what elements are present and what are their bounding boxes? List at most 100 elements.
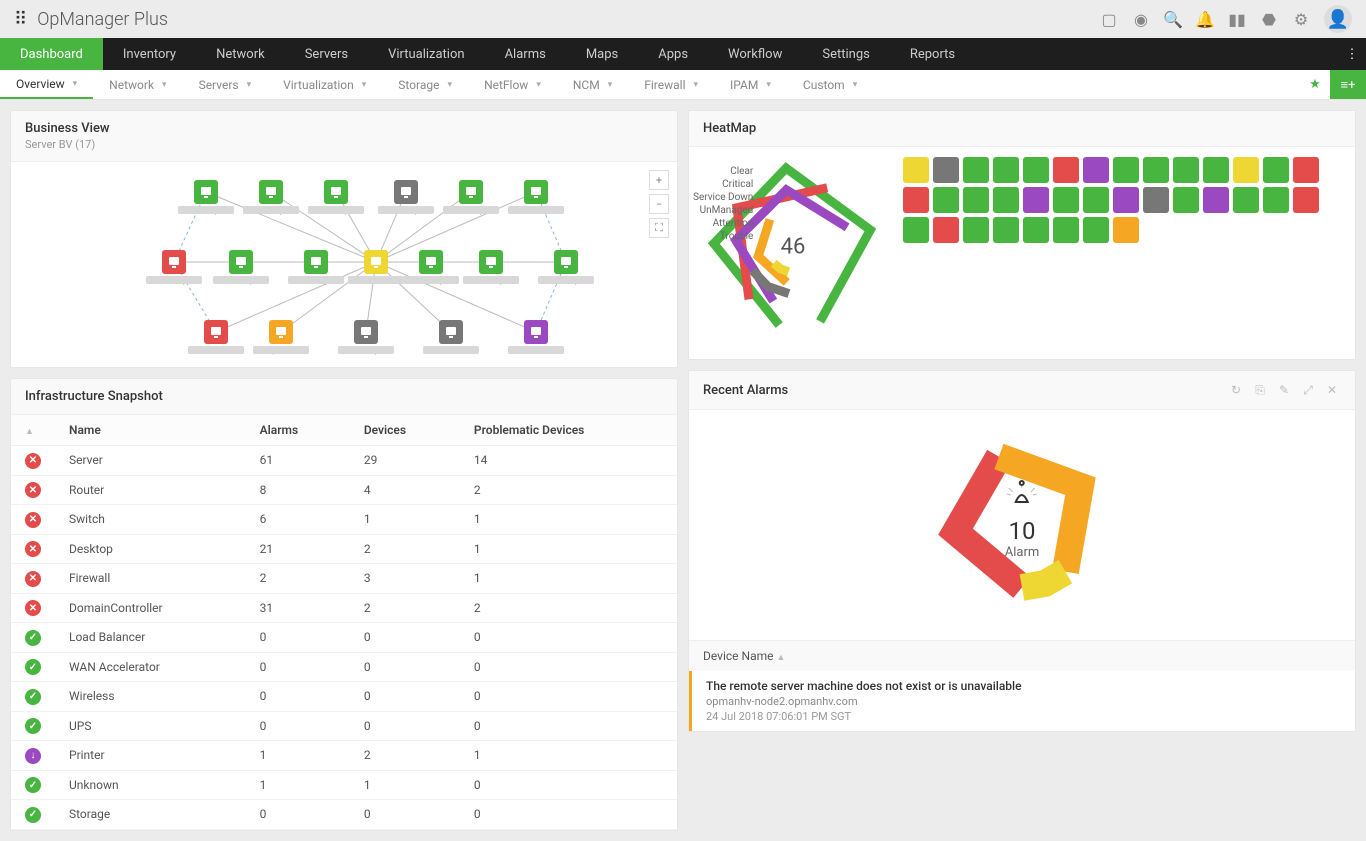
heatmap-cell[interactable]: [1203, 157, 1229, 183]
heatmap-cell[interactable]: [1083, 157, 1109, 183]
nav-tab-reports[interactable]: Reports: [890, 38, 975, 70]
heatmap-cell[interactable]: [903, 187, 929, 213]
nav-tab-alarms[interactable]: Alarms: [485, 38, 566, 70]
close-icon[interactable]: ✕: [1323, 381, 1341, 399]
heatmap-donut[interactable]: ClearCriticalService DownUnManagedAttent…: [703, 157, 883, 337]
alarm-item[interactable]: The remote server machine does not exist…: [689, 671, 1355, 731]
topology-node[interactable]: mickey: [304, 250, 328, 274]
heatmap-cell[interactable]: [1173, 187, 1199, 213]
subnav-firewall[interactable]: Firewall ▾: [628, 70, 714, 99]
topology-node[interactable]: mickey: [194, 180, 218, 204]
infra-col-header[interactable]: Devices: [350, 415, 460, 446]
heatmap-cell[interactable]: [1023, 187, 1049, 213]
gear-icon[interactable]: ⚙: [1292, 10, 1310, 28]
heatmap-cell[interactable]: [1233, 187, 1259, 213]
table-row[interactable]: ✕Firewall231: [11, 564, 677, 594]
subnav-netflow[interactable]: NetFlow ▾: [468, 70, 557, 99]
nav-tab-apps[interactable]: Apps: [638, 38, 708, 70]
heatmap-cell[interactable]: [1263, 187, 1289, 213]
subnav-overview[interactable]: Overview ▾: [0, 70, 93, 99]
heatmap-cell[interactable]: [903, 157, 929, 183]
nav-tab-dashboard[interactable]: Dashboard: [0, 38, 103, 70]
heatmap-cell[interactable]: [1203, 187, 1229, 213]
infra-col-header[interactable]: Alarms: [246, 415, 350, 446]
nav-tab-workflow[interactable]: Workflow: [708, 38, 802, 70]
nav-tab-servers[interactable]: Servers: [285, 38, 368, 70]
present-icon[interactable]: ▢: [1100, 10, 1118, 28]
topology-node[interactable]: opmser: [269, 320, 293, 344]
heatmap-cell[interactable]: [1173, 157, 1199, 183]
heatmap-cell[interactable]: [993, 217, 1019, 243]
app-grid-icon[interactable]: ⠿: [14, 9, 27, 30]
heatmap-cell[interactable]: [963, 157, 989, 183]
nav-tab-settings[interactable]: Settings: [802, 38, 889, 70]
table-row[interactable]: ✓Wireless000: [11, 682, 677, 712]
table-row[interactable]: ✓Storage000: [11, 800, 677, 830]
topology-node[interactable]: mickey: [554, 250, 578, 274]
heatmap-cell[interactable]: [1293, 157, 1319, 183]
subnav-custom[interactable]: Custom ▾: [787, 70, 873, 99]
heatmap-cell[interactable]: [1113, 157, 1139, 183]
heatmap-cell[interactable]: [963, 187, 989, 213]
plugin-icon[interactable]: ⬣: [1260, 10, 1278, 28]
subnav-network[interactable]: Network ▾: [93, 70, 182, 99]
nav-more-icon[interactable]: ⋮: [1338, 38, 1366, 70]
heatmap-cell[interactable]: [1083, 187, 1109, 213]
table-row[interactable]: ✕Router842: [11, 475, 677, 505]
topology-node[interactable]: mickey: [459, 180, 483, 204]
heatmap-cell[interactable]: [963, 217, 989, 243]
heatmap-cell[interactable]: [1053, 187, 1079, 213]
subnav-ipam[interactable]: IPAM ▾: [714, 70, 787, 99]
table-row[interactable]: ✓Load Balancer000: [11, 623, 677, 653]
bell-icon[interactable]: 🔔: [1196, 10, 1214, 28]
topology-canvas[interactable]: mickey mickey mickey mickey mickey mickey mick…: [64, 172, 624, 362]
avatar[interactable]: 👤: [1324, 5, 1352, 33]
topology-node[interactable]: mickey: [229, 250, 253, 274]
topology-node[interactable]: 172.21: [364, 250, 388, 274]
zoom-in-button[interactable]: +: [649, 170, 669, 190]
infra-col-header[interactable]: Problematic Devices: [460, 415, 677, 446]
table-row[interactable]: ↓Printer121: [11, 741, 677, 771]
nav-tab-virtualization[interactable]: Virtualization: [368, 38, 485, 70]
heatmap-cell[interactable]: [1113, 217, 1139, 243]
device-name-header[interactable]: Device Name ▲: [689, 641, 1355, 671]
expand-icon[interactable]: ⤢: [1299, 381, 1317, 399]
add-widget-button[interactable]: ≡+: [1330, 70, 1366, 99]
topology-node[interactable]: isomev: [204, 320, 228, 344]
subnav-virtualization[interactable]: Virtualization ▾: [267, 70, 382, 99]
heatmap-cell[interactable]: [993, 187, 1019, 213]
heatmap-cell[interactable]: [1143, 187, 1169, 213]
nav-tab-network[interactable]: Network: [196, 38, 285, 70]
topology-node[interactable]: OP: [439, 320, 463, 344]
topology-node[interactable]: mickey: [259, 180, 283, 204]
copy-icon[interactable]: ⎘: [1251, 381, 1269, 399]
topology-node[interactable]: mickey: [354, 320, 378, 344]
heatmap-cell[interactable]: [1083, 217, 1109, 243]
phone-icon[interactable]: ▮▮: [1228, 10, 1246, 28]
nav-tab-maps[interactable]: Maps: [566, 38, 638, 70]
topology-node[interactable]: mickey: [324, 180, 348, 204]
infra-col-header[interactable]: ▲: [11, 415, 55, 446]
heatmap-cell[interactable]: [933, 217, 959, 243]
topology-node[interactable]: mickey: [419, 250, 443, 274]
heatmap-cell[interactable]: [933, 157, 959, 183]
subnav-storage[interactable]: Storage ▾: [382, 70, 468, 99]
table-row[interactable]: ✓WAN Accelerator000: [11, 652, 677, 682]
heatmap-cell[interactable]: [1023, 217, 1049, 243]
heatmap-cell[interactable]: [1113, 187, 1139, 213]
refresh-icon[interactable]: ↻: [1227, 381, 1245, 399]
heatmap-cell[interactable]: [1293, 187, 1319, 213]
fullscreen-button[interactable]: ⛶: [649, 218, 669, 238]
heatmap-cell[interactable]: [933, 187, 959, 213]
heatmap-cell[interactable]: [1263, 157, 1289, 183]
heatmap-cell[interactable]: [1053, 217, 1079, 243]
topology-node[interactable]: mickey: [524, 180, 548, 204]
topology-node[interactable]: mickey: [162, 250, 186, 274]
heatmap-cell[interactable]: [903, 217, 929, 243]
table-row[interactable]: ✕Server612914: [11, 446, 677, 476]
heatmap-cell[interactable]: [1023, 157, 1049, 183]
table-row[interactable]: ✓UPS000: [11, 711, 677, 741]
topology-node[interactable]: mickey: [479, 250, 503, 274]
nav-tab-inventory[interactable]: Inventory: [103, 38, 196, 70]
headset-icon[interactable]: ◉: [1132, 10, 1150, 28]
